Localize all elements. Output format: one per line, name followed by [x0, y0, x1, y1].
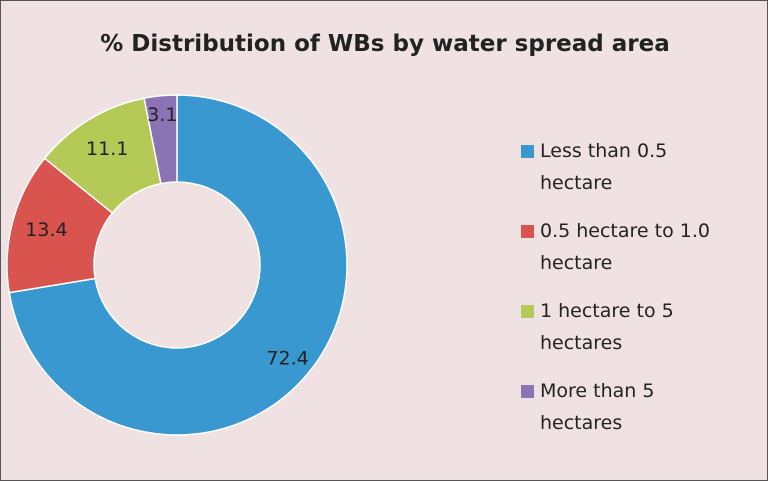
legend-item: Less than 0.5 hectare	[521, 135, 736, 199]
legend-swatch	[521, 145, 534, 158]
legend-swatch	[521, 305, 534, 318]
legend-swatch	[521, 385, 534, 398]
legend-label: More than 5 hectares	[540, 380, 655, 434]
donut-slice	[8, 94, 348, 436]
data-label: 11.1	[86, 138, 128, 160]
legend-label: Less than 0.5 hectare	[540, 140, 668, 194]
chart-title: % Distribution of WBs by water spread ar…	[100, 31, 670, 57]
legend-label: 1 hectare to 5 hectares	[540, 300, 674, 354]
data-label: 72.4	[266, 347, 308, 369]
legend-item: 1 hectare to 5 hectares	[521, 295, 736, 359]
data-label: 3.1	[147, 104, 177, 126]
legend-item: 0.5 hectare to 1.0 hectare	[521, 215, 736, 279]
donut-slice	[143, 94, 178, 185]
legend-item: More than 5 hectares	[521, 375, 736, 439]
legend-label: 0.5 hectare to 1.0 hectare	[540, 220, 710, 274]
legend-swatch	[521, 225, 534, 238]
data-label: 13.4	[25, 219, 67, 241]
